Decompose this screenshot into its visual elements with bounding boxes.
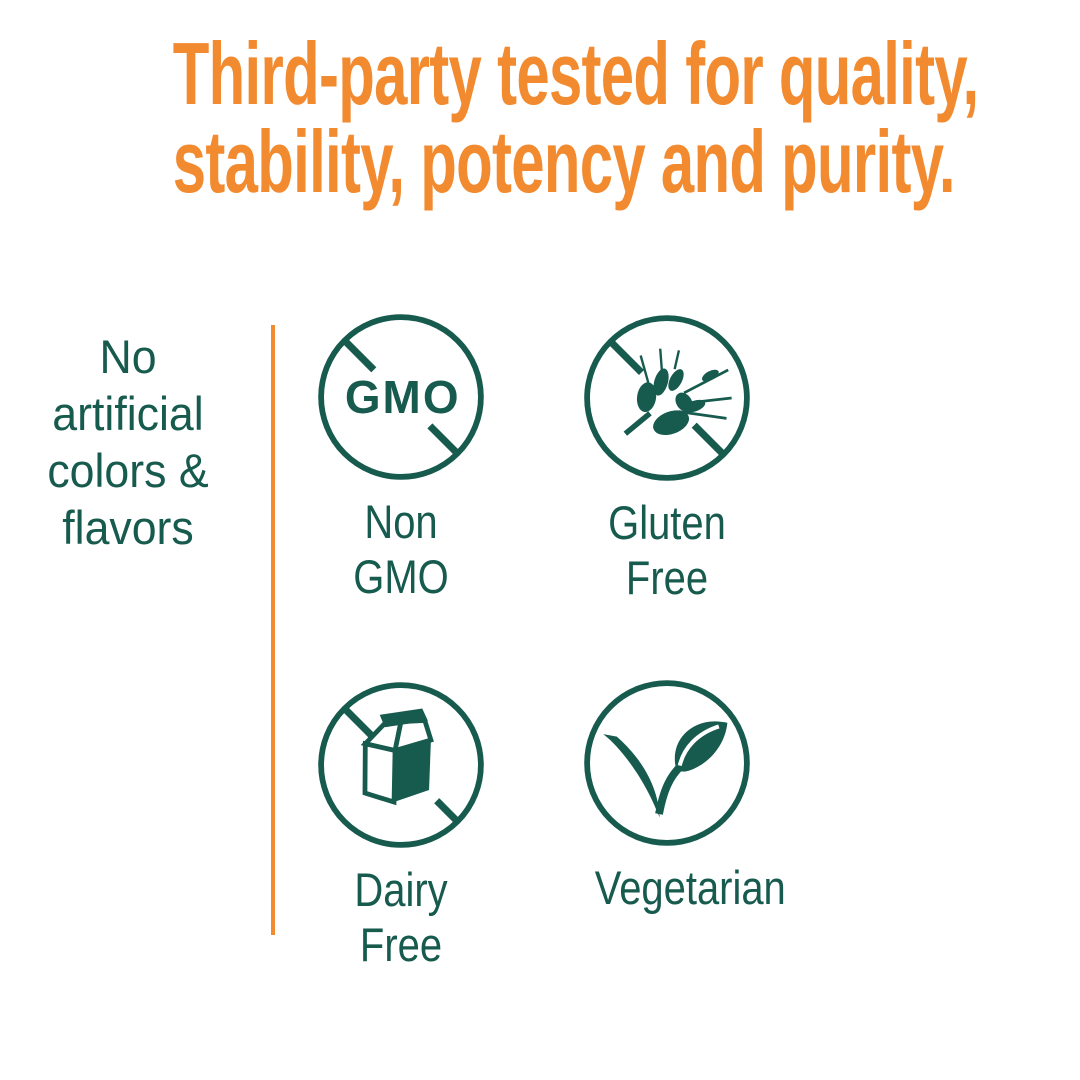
headline-line-1: Third-party tested for quality, [172,24,979,123]
side-note-line: colors & [47,444,209,497]
milk-carton-glyph [360,708,434,806]
slash-lower [427,423,460,456]
circle-outline [584,680,750,846]
slash-upper [342,338,377,373]
side-note-line: flavors [62,501,194,554]
badge-label-line: GMO [353,550,449,603]
slash-lower [434,798,460,824]
badge-label-line: Free [625,551,709,604]
badge-label-gluten-free: Gluten Free [595,495,740,605]
badge-label-line: Non [364,495,438,548]
badge-label-non-gmo: Non GMO [329,494,474,604]
slash-upper [342,706,375,739]
badge-gluten-free: Gluten Free [582,313,752,605]
v-leaf-glyph [603,721,728,818]
slash-upper [608,339,645,376]
dairy-free-milk-carton-icon [318,682,484,848]
badge-label-line: Dairy [354,863,448,916]
badge-dairy-free: Dairy Free [316,680,486,972]
gmo-label-text: GMO [345,371,461,423]
circle-outline [584,315,750,481]
side-note-line: No [99,330,157,383]
side-note: No artificial colors & flavors [14,328,242,556]
badge-vegetarian: Vegetarian [582,678,786,915]
headline-line-2: stability, potency and purity. [172,112,956,211]
headline: Third-party tested for quality, stabilit… [172,24,979,211]
badge-non-gmo: GMO Non GMO [316,312,486,604]
wheat-ear-glyph [623,348,732,436]
badge-label-line: Free [359,918,443,971]
circle-outline [318,314,484,480]
badge-label-vegetarian: Vegetarian [594,860,786,915]
gluten-free-wheat-icon [584,315,750,481]
vertical-divider [271,325,275,935]
vegetarian-leaf-icon [584,680,750,846]
badge-label-line: Vegetarian [594,861,786,914]
non-gmo-icon: GMO [318,314,484,480]
badge-label-dairy-free: Dairy Free [329,862,474,972]
slash-lower [691,422,726,457]
circle-outline [318,682,484,848]
side-note-line: artificial [52,387,204,440]
badge-label-line: Gluten [608,496,726,549]
